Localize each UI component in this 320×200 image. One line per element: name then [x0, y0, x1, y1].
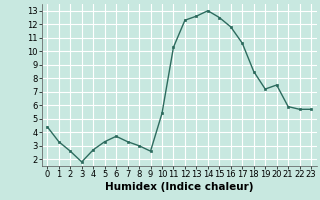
X-axis label: Humidex (Indice chaleur): Humidex (Indice chaleur): [105, 182, 253, 192]
